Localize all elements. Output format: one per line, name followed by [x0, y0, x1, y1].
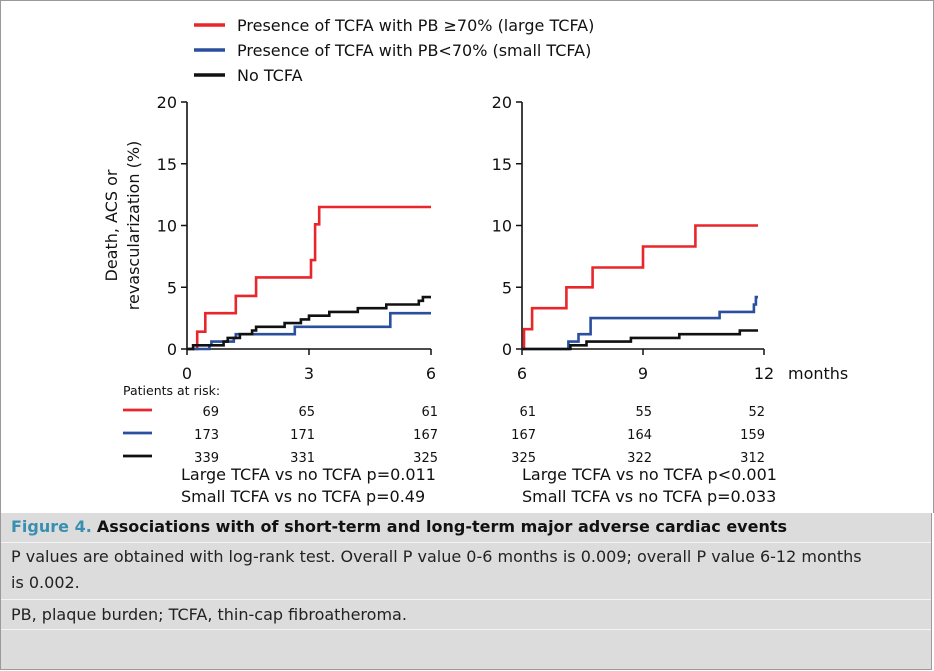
km-curve-large-tcfa: [187, 205, 431, 351]
caption-divider: [1, 542, 931, 543]
risk-count: 173: [194, 428, 219, 443]
risk-count: 52: [748, 405, 765, 420]
km-chart: Presence of TCFA with PB ≥70% (large TCF…: [102, 16, 848, 506]
y-tick-label: 15: [492, 155, 512, 174]
figure-caption: Figure 4. Associations with of short-ter…: [0, 513, 932, 670]
y-axis-label: revascularization (%): [124, 141, 143, 311]
risk-count: 171: [290, 428, 315, 443]
risk-count: 325: [511, 451, 536, 466]
y-tick-label: 15: [157, 155, 177, 174]
y-tick-label: 20: [492, 93, 512, 112]
risk-count: 331: [290, 451, 315, 466]
risk-count: 322: [627, 451, 652, 466]
y-tick-label: 0: [502, 340, 512, 359]
x-tick-label: 6: [517, 364, 527, 383]
y-tick-label: 5: [502, 278, 512, 297]
x-tick-label: 6: [426, 364, 436, 383]
x-tick-label: 0: [182, 364, 192, 383]
risk-table-header: Patients at risk:: [123, 383, 220, 398]
risk-count: 164: [627, 428, 652, 443]
caption-divider: [1, 629, 931, 630]
y-tick-label: 10: [492, 217, 512, 236]
y-tick-label: 5: [167, 278, 177, 297]
y-axis-label: Death, ACS or: [102, 169, 121, 281]
p-value-text: Small TCFA vs no TCFA p=0.033: [522, 487, 776, 506]
figure-frame: Presence of TCFA with PB ≥70% (large TCF…: [0, 0, 934, 513]
risk-count: 312: [740, 451, 765, 466]
p-value-text: Small TCFA vs no TCFA p=0.49: [181, 487, 425, 506]
caption-note-line2: is 0.002.: [11, 573, 80, 592]
x-tick-label: 9: [638, 364, 648, 383]
risk-count: 167: [511, 428, 536, 443]
km-curve-no-tcfa: [187, 295, 431, 351]
km-curve-small-tcfa: [522, 295, 758, 351]
km-curve-large-tcfa: [522, 224, 758, 351]
risk-count: 167: [413, 428, 438, 443]
risk-count: 159: [740, 428, 765, 443]
risk-count: 55: [635, 405, 652, 420]
p-value-text: Large TCFA vs no TCFA p<0.001: [522, 465, 777, 484]
y-tick-label: 0: [167, 340, 177, 359]
risk-count: 61: [421, 405, 438, 420]
legend-entry: Presence of TCFA with PB<70% (small TCFA…: [237, 41, 591, 60]
risk-count: 325: [413, 451, 438, 466]
y-tick-label: 10: [157, 217, 177, 236]
y-tick-label: 20: [157, 93, 177, 112]
caption-title-line: Figure 4. Associations with of short-ter…: [11, 513, 927, 541]
caption-abbreviations: PB, plaque burden; TCFA, thin-cap fibroa…: [11, 605, 407, 624]
caption-divider: [1, 599, 931, 600]
x-tick-label: 12: [754, 364, 774, 383]
caption-note-line1: P values are obtained with log-rank test…: [11, 547, 862, 566]
risk-count: 61: [519, 405, 536, 420]
risk-count: 69: [202, 405, 219, 420]
risk-count: 339: [194, 451, 219, 466]
km-curve-no-tcfa: [522, 329, 758, 351]
legend-entry: No TCFA: [237, 66, 303, 85]
figure-title: Associations with of short-term and long…: [96, 517, 788, 536]
legend-entry: Presence of TCFA with PB ≥70% (large TCF…: [237, 16, 594, 35]
x-axis-label: months: [788, 364, 848, 383]
p-value-text: Large TCFA vs no TCFA p=0.011: [181, 465, 436, 484]
figure-label: Figure 4.: [11, 517, 92, 536]
x-tick-label: 3: [304, 364, 314, 383]
risk-count: 65: [298, 405, 315, 420]
